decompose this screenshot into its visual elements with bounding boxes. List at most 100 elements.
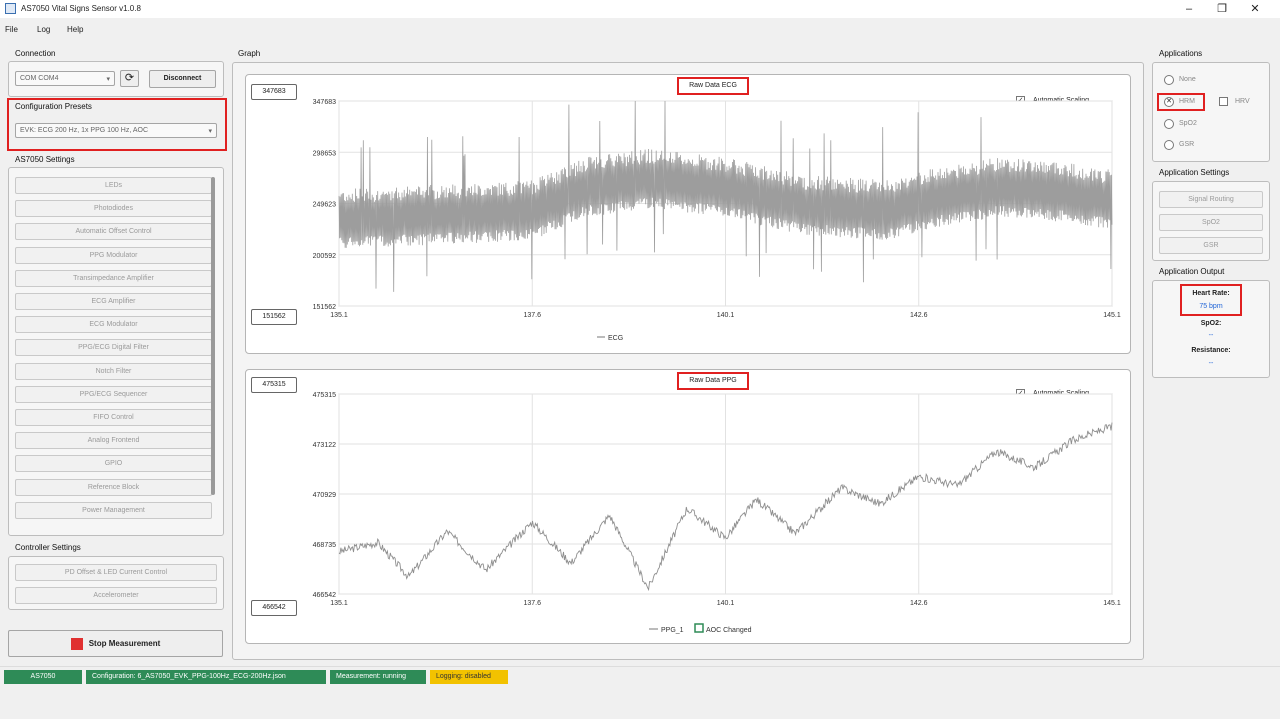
- settings-item[interactable]: PPG Modulator: [15, 246, 212, 264]
- app-output-label: Application Output: [1159, 267, 1225, 276]
- ecg-plot-title: Raw Data ECG: [677, 77, 749, 95]
- y-tick-label: 466542: [313, 592, 336, 599]
- settings-item[interactable]: Automatic Offset Control: [15, 223, 212, 241]
- y-tick-label: 249623: [313, 202, 336, 209]
- ecg-series-line: [338, 100, 1113, 292]
- ppg-plot-title: Raw Data PPG: [677, 372, 749, 390]
- settings-item[interactable]: Analog Frontend: [15, 432, 212, 450]
- aoc-legend-swatch: [694, 623, 704, 633]
- settings-item[interactable]: GPIO: [15, 455, 212, 473]
- ecg-legend-label: ECG: [608, 335, 623, 342]
- settings-item[interactable]: Notch Filter: [15, 362, 212, 380]
- settings-item[interactable]: ECG Modulator: [15, 316, 212, 334]
- hrv-label: HRV: [1235, 98, 1250, 105]
- status-configuration: Configuration: 6_AS7050_EVK_PPG-100Hz_EC…: [86, 670, 326, 684]
- x-tick-label: 135.1: [330, 600, 348, 607]
- refresh-button[interactable]: ⟳: [120, 70, 139, 87]
- radio-selected-icon: ✕: [1166, 98, 1172, 105]
- settings-item[interactable]: LEDs: [15, 177, 212, 194]
- y-tick-label: 470929: [313, 492, 336, 499]
- ppg-plot: 135.1 137.6 140.1 142.6 145.1 475315 473122 470…: [313, 392, 1121, 634]
- x-tick-label: 142.6: [910, 312, 928, 319]
- app-settings-item[interactable]: SpO2: [1159, 214, 1263, 231]
- radio-gsr-label: GSR: [1179, 141, 1195, 148]
- port-select[interactable]: COM COM4 ▾: [15, 71, 115, 86]
- menu-help[interactable]: Help: [67, 25, 84, 34]
- ecg-min-box[interactable]: 151562: [251, 309, 297, 325]
- x-tick-label: 145.1: [1103, 600, 1121, 607]
- radio-spo2[interactable]: [1164, 119, 1174, 129]
- menu-bar: [0, 20, 1280, 36]
- hrv-checkbox[interactable]: [1219, 97, 1228, 106]
- graph-label: Graph: [238, 49, 261, 58]
- x-tick-label: 135.1: [330, 312, 348, 319]
- maximize-button[interactable]: ❐: [1217, 3, 1227, 15]
- ecg-plot: 135.1 137.6 140.1 142.6 145.1 347683 298653 249…: [313, 99, 1121, 342]
- app-settings-item[interactable]: Signal Routing: [1159, 191, 1263, 208]
- app-icon: [5, 3, 16, 14]
- radio-hrm[interactable]: ✕: [1164, 97, 1174, 107]
- settings-item[interactable]: Photodiodes: [15, 200, 212, 218]
- port-value: COM COM4: [20, 75, 59, 82]
- heart-rate-label: Heart Rate:: [1192, 290, 1230, 297]
- y-tick-label: 298653: [313, 150, 336, 157]
- radio-gsr[interactable]: [1164, 140, 1174, 150]
- app-settings-label: Application Settings: [1159, 168, 1230, 177]
- status-device: AS7050: [4, 670, 82, 684]
- title-bar: [0, 0, 1280, 18]
- controller-item[interactable]: Accelerometer: [15, 587, 217, 604]
- minimize-button[interactable]: ‒: [1185, 3, 1193, 15]
- settings-item[interactable]: PPG/ECG Sequencer: [15, 385, 212, 403]
- settings-item[interactable]: Power Management: [15, 501, 212, 519]
- heart-rate-value: 75 bpm: [1199, 303, 1223, 310]
- settings-item[interactable]: FIFO Control: [15, 409, 212, 426]
- presets-label: Configuration Presets: [15, 102, 92, 111]
- settings-item[interactable]: ECG Amplifier: [15, 293, 212, 310]
- chevron-down-icon: ▾: [208, 128, 212, 135]
- ppg-series-line: [338, 422, 1113, 592]
- settings-item[interactable]: Reference Block: [15, 478, 212, 496]
- resistance-label: Resistance:: [1191, 347, 1231, 354]
- menu-log[interactable]: Log: [37, 25, 51, 34]
- y-tick-label: 475315: [313, 392, 336, 399]
- menu-file[interactable]: File: [5, 25, 18, 34]
- presets-select[interactable]: EVK: ECG 200 Hz, 1x PPG 100 Hz, AOC ▾: [15, 123, 217, 138]
- controller-item[interactable]: PD Offset & LED Current Control: [15, 564, 217, 581]
- heart-rate-highlight: [1180, 284, 1242, 316]
- chevron-down-icon: ▾: [106, 76, 110, 83]
- stop-measurement-button[interactable]: Stop Measurement: [8, 630, 223, 657]
- settings-scrollbar[interactable]: [211, 177, 215, 495]
- x-tick-label: 140.1: [717, 600, 735, 607]
- settings-label: AS7050 Settings: [15, 155, 75, 164]
- spo2-output-value: --: [1208, 332, 1214, 339]
- spo2-output-label: SpO2:: [1200, 320, 1222, 327]
- controller-label: Controller Settings: [15, 543, 81, 552]
- status-logging: Logging: disabled: [430, 670, 508, 684]
- settings-item[interactable]: PPG/ECG Digital Filter: [15, 339, 212, 357]
- radio-none[interactable]: [1164, 75, 1174, 85]
- app-output-panel: [1152, 280, 1270, 378]
- window-title: AS7050 Vital Signs Sensor v1.0.8: [21, 4, 141, 13]
- settings-item[interactable]: Transimpedance Amplifier: [15, 269, 212, 287]
- aoc-legend-label: AOC Changed: [706, 627, 752, 634]
- y-tick-label: 468735: [313, 542, 336, 549]
- radio-hrm-label: HRM: [1179, 98, 1195, 105]
- radio-spo2-label: SpO2: [1179, 120, 1197, 127]
- y-tick-label: 151562: [313, 304, 336, 311]
- x-tick-label: 142.6: [910, 600, 928, 607]
- ppg-min-box[interactable]: 466542: [251, 600, 297, 616]
- stop-icon: [70, 637, 83, 650]
- app-settings-item[interactable]: GSR: [1159, 237, 1263, 254]
- refresh-icon: ⟳: [124, 72, 135, 84]
- x-tick-label: 137.6: [523, 312, 541, 319]
- ecg-max-box[interactable]: 347683: [251, 84, 297, 100]
- ppg-max-box[interactable]: 475315: [251, 377, 297, 393]
- x-tick-label: 140.1: [717, 312, 735, 319]
- disconnect-button[interactable]: Disconnect: [149, 70, 216, 88]
- y-tick-label: 473122: [313, 442, 336, 449]
- close-button[interactable]: ✕: [1250, 3, 1260, 15]
- ppg-legend-label: PPG_1: [661, 627, 684, 634]
- presets-value: EVK: ECG 200 Hz, 1x PPG 100 Hz, AOC: [20, 127, 148, 134]
- radio-none-label: None: [1179, 76, 1196, 83]
- y-tick-label: 200592: [313, 253, 336, 260]
